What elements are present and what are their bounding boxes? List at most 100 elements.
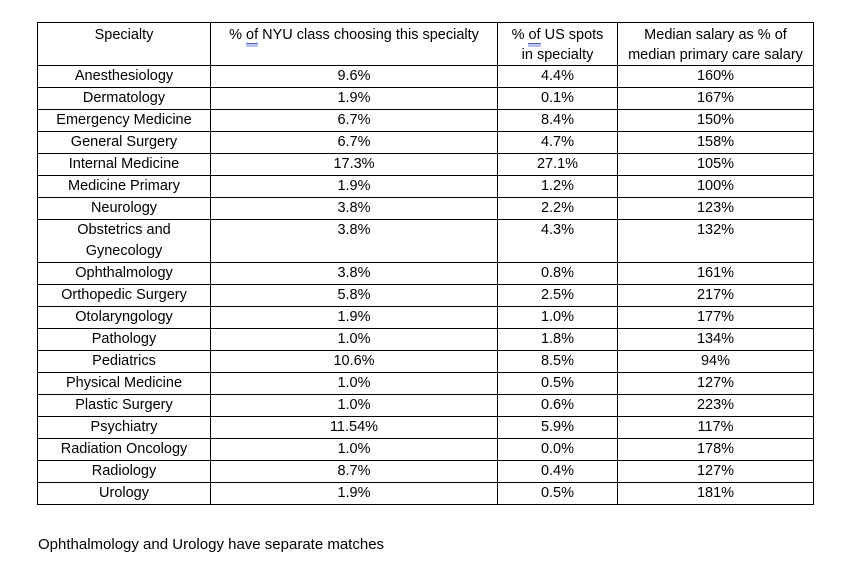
cell-nyu-pct: 10.6% (210, 350, 498, 373)
footnote-text: Ophthalmology and Urology have separate … (38, 536, 385, 553)
cell-us-pct: 0.5% (497, 482, 618, 505)
cell-us-pct: 1.8% (497, 328, 618, 351)
cell-specialty: Physical Medicine (37, 372, 211, 395)
cell-nyu-pct: 1.0% (210, 328, 498, 351)
table-row: Dermatology 1.9% 0.1% 167% (37, 87, 814, 110)
cell-us-pct: 1.0% (497, 306, 618, 329)
cell-specialty: General Surgery (37, 131, 211, 154)
cell-specialty: Medicine Primary (37, 175, 211, 198)
cell-salary-pct: 94% (617, 350, 814, 373)
table-row: Plastic Surgery 1.0% 0.6% 223% (37, 394, 814, 417)
cell-nyu-pct: 3.8% (210, 219, 498, 263)
table-row: Ophthalmology 3.8% 0.8% 161% (37, 262, 814, 285)
cell-nyu-pct: 3.8% (210, 262, 498, 285)
cell-us-pct: 0.6% (497, 394, 618, 417)
cell-specialty: Obstetrics and Gynecology (37, 219, 211, 263)
cell-us-pct: 0.4% (497, 460, 618, 483)
grammar-marked-word: of (528, 27, 541, 44)
header-salary-line2: median primary care salary (628, 47, 803, 63)
cell-specialty: Pathology (37, 328, 211, 351)
header-us-post: US spots (540, 27, 604, 43)
cell-us-pct: 4.7% (497, 131, 618, 154)
cell-specialty: Ophthalmology (37, 262, 211, 285)
cell-us-pct: 0.1% (497, 87, 618, 110)
table-row: Obstetrics and Gynecology 3.8% 4.3% 132% (37, 219, 814, 263)
cell-us-pct: 2.2% (497, 197, 618, 220)
header-specialty-label: Specialty (94, 27, 154, 43)
cell-nyu-pct: 1.0% (210, 438, 498, 461)
cell-us-pct: 0.0% (497, 438, 618, 461)
cell-us-pct: 27.1% (497, 153, 618, 176)
cell-salary-pct: 161% (617, 262, 814, 285)
cell-us-pct: 8.5% (497, 350, 618, 373)
cell-nyu-pct: 1.9% (210, 87, 498, 110)
table-row: Urology 1.9% 0.5% 181% (37, 482, 814, 505)
cell-us-pct: 0.8% (497, 262, 618, 285)
cell-specialty: Urology (37, 482, 211, 505)
cell-salary-pct: 105% (617, 153, 814, 176)
table-row: Radiology 8.7% 0.4% 127% (37, 460, 814, 483)
cell-us-pct: 4.3% (497, 219, 618, 263)
cell-salary-pct: 150% (617, 109, 814, 132)
specialties-table: Specialty % of NYU class choosing this s… (37, 22, 814, 505)
cell-us-pct: 2.5% (497, 284, 618, 307)
cell-salary-pct: 223% (617, 394, 814, 417)
cell-nyu-pct: 1.9% (210, 175, 498, 198)
cell-us-pct: 8.4% (497, 109, 618, 132)
cell-salary-pct: 117% (617, 416, 814, 439)
cell-salary-pct: 158% (617, 131, 814, 154)
cell-salary-pct: 127% (617, 372, 814, 395)
cell-salary-pct: 217% (617, 284, 814, 307)
table-row: Pathology 1.0% 1.8% 134% (37, 328, 814, 351)
header-us-pre: % (511, 27, 529, 43)
cell-nyu-pct: 1.0% (210, 372, 498, 395)
cell-specialty: Dermatology (37, 87, 211, 110)
cell-specialty: Otolaryngology (37, 306, 211, 329)
cell-salary-pct: 132% (617, 219, 814, 263)
cell-specialty: Internal Medicine (37, 153, 211, 176)
cell-nyu-pct: 1.9% (210, 482, 498, 505)
table-row: Radiation Oncology 1.0% 0.0% 178% (37, 438, 814, 461)
table-row: Pediatrics 10.6% 8.5% 94% (37, 350, 814, 373)
cell-specialty: Anesthesiology (37, 65, 211, 88)
cell-nyu-pct: 1.9% (210, 306, 498, 329)
header-us-pct: % of US spots in specialty (497, 22, 618, 66)
table-row: Anesthesiology 9.6% 4.4% 160% (37, 65, 814, 88)
cell-specialty: Radiology (37, 460, 211, 483)
table-row: Internal Medicine 17.3% 27.1% 105% (37, 153, 814, 176)
cell-nyu-pct: 3.8% (210, 197, 498, 220)
cell-nyu-pct: 1.0% (210, 394, 498, 417)
table-body: Anesthesiology 9.6% 4.4% 160% Dermatology 1.… (37, 65, 814, 505)
header-salary-line1: Median salary as % of (644, 27, 787, 43)
cell-us-pct: 5.9% (497, 416, 618, 439)
header-salary: Median salary as % of median primary car… (617, 22, 814, 66)
cell-us-pct: 1.2% (497, 175, 618, 198)
cell-specialty: Emergency Medicine (37, 109, 211, 132)
grammar-marked-word: of (246, 27, 259, 44)
cell-salary-pct: 177% (617, 306, 814, 329)
cell-specialty: Psychiatry (37, 416, 211, 439)
table-row: Medicine Primary 1.9% 1.2% 100% (37, 175, 814, 198)
cell-nyu-pct: 8.7% (210, 460, 498, 483)
cell-specialty: Pediatrics (37, 350, 211, 373)
cell-salary-pct: 160% (617, 65, 814, 88)
cell-specialty: Radiation Oncology (37, 438, 211, 461)
cell-salary-pct: 178% (617, 438, 814, 461)
cell-nyu-pct: 5.8% (210, 284, 498, 307)
cell-salary-pct: 181% (617, 482, 814, 505)
cell-specialty: Neurology (37, 197, 211, 220)
cell-nyu-pct: 17.3% (210, 153, 498, 176)
table-row: Physical Medicine 1.0% 0.5% 127% (37, 372, 814, 395)
table-row: Otolaryngology 1.9% 1.0% 177% (37, 306, 814, 329)
cell-nyu-pct: 11.54% (210, 416, 498, 439)
cell-nyu-pct: 6.7% (210, 109, 498, 132)
cell-salary-pct: 123% (617, 197, 814, 220)
header-us-line1: % of US spots (500, 25, 615, 45)
table-row: General Surgery 6.7% 4.7% 158% (37, 131, 814, 154)
header-nyu-pct: % of NYU class choosing this specialty (210, 22, 498, 66)
cell-salary-pct: 167% (617, 87, 814, 110)
cell-specialty: Orthopedic Surgery (37, 284, 211, 307)
cell-salary-pct: 134% (617, 328, 814, 351)
table-header: Specialty % of NYU class choosing this s… (37, 22, 814, 66)
table-row: Orthopedic Surgery 5.8% 2.5% 217% (37, 284, 814, 307)
